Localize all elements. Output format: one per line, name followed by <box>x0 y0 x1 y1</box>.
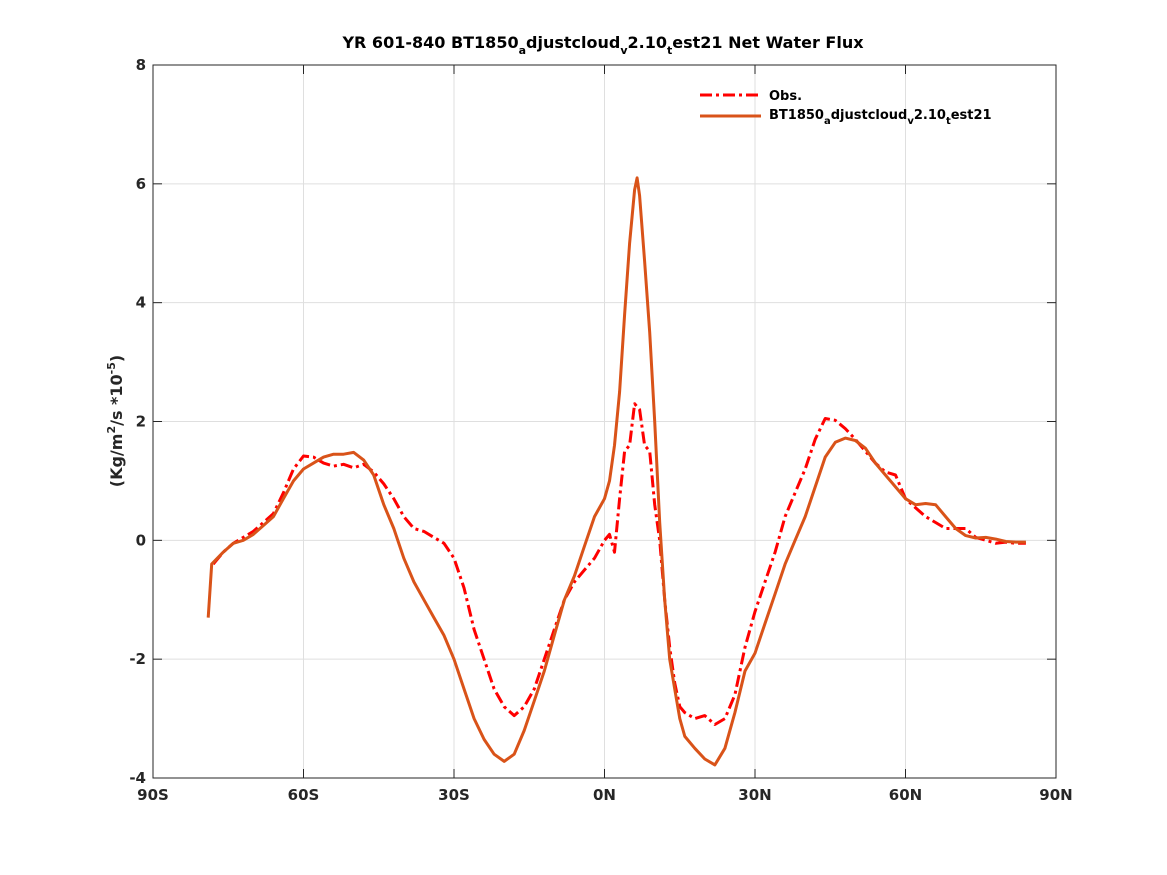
legend: Obs. BT1850adjustcloudv2.10test21 <box>700 89 992 127</box>
series-line-obs <box>212 402 1026 726</box>
y-tick-label: 4 <box>136 294 146 312</box>
plot-frame <box>152 64 1057 779</box>
series-layer <box>206 176 1026 767</box>
y-tick-label: 8 <box>136 56 146 74</box>
y-tick-labels: -4 -2 0 2 4 6 8 <box>129 56 146 787</box>
x-tick-labels: 90S 60S 30S 0N 30N 60N 90N <box>137 786 1073 804</box>
legend-label-model: BT1850adjustcloudv2.10test21 <box>769 108 992 127</box>
chart-title: YR 601-840 BT1850adjustcloudv2.10test21 … <box>341 33 864 57</box>
x-tick-label: 30S <box>438 786 470 804</box>
y-tick-label: 6 <box>136 175 146 193</box>
series-line-model <box>206 176 1026 767</box>
x-tick-label: 30N <box>738 786 771 804</box>
y-tick-label: 2 <box>136 413 146 431</box>
y-tick-label: -4 <box>129 769 146 787</box>
x-tick-label: 60S <box>288 786 320 804</box>
legend-label-obs: Obs. <box>769 89 802 104</box>
y-tick-label: 0 <box>136 531 146 549</box>
y-tick-label: -2 <box>129 650 146 668</box>
x-tick-label: 90S <box>137 786 169 804</box>
x-tick-label: 0N <box>593 786 616 804</box>
x-tick-label: 60N <box>889 786 922 804</box>
x-tick-label: 90N <box>1039 786 1072 804</box>
y-axis-label: (Kg/m2/s *10-5) <box>105 355 126 487</box>
grid-lines <box>152 64 1057 779</box>
